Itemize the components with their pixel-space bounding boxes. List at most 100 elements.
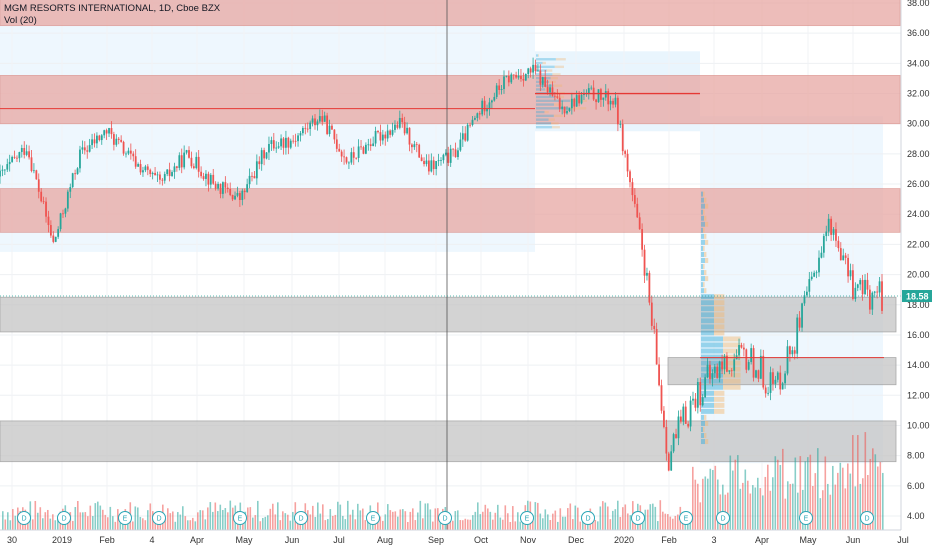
volume-bar [744,469,747,530]
candle [587,88,590,94]
volume-bar [404,511,407,530]
volume-profile-bar [701,209,703,215]
volume-profile-bar [701,312,714,318]
volume-profile-bar [714,324,725,330]
candle [563,106,566,114]
volume-bar [819,498,822,530]
candle [570,98,573,109]
level-lines [0,92,884,359]
volume-bar [167,508,169,530]
candle [297,135,299,142]
volume-bar [647,509,649,530]
candle [859,280,862,285]
volume-profile-bar [701,433,704,439]
volume-bar [469,519,472,530]
volume-profile-bar [550,76,558,80]
volume-bar [584,521,587,530]
candle [430,160,433,172]
volume-profile-bar [701,288,704,294]
volume-bar [149,503,152,530]
volume-bar [857,435,859,530]
volume-bar [829,494,832,530]
volume-bar [612,510,614,530]
candle [292,140,295,142]
candle [352,152,355,158]
volume-bar [269,508,272,530]
volume-bar [74,507,77,530]
volume-bar [599,506,602,530]
volume-bar [272,503,274,530]
volume-bar [602,501,604,530]
candle [432,160,435,170]
volume-bar [802,489,804,530]
candle [11,156,14,162]
volume-bar [77,500,79,530]
volume-bar [627,513,629,530]
volume-bar [102,509,104,530]
candle [810,276,813,280]
event-marker-circle [438,511,452,525]
candle [498,85,501,90]
candle [253,176,256,179]
volume-bar [437,508,439,530]
candle [188,150,190,158]
candle [609,100,612,105]
volume-profile-bar [536,95,555,99]
candle [442,154,445,161]
candle [551,87,554,96]
volume-bar [837,472,839,530]
candle [209,174,212,185]
volume-profile-bar [701,197,704,203]
volume-profile-bar [714,318,725,324]
candle [852,270,854,299]
candle [54,236,57,242]
candle [207,173,210,185]
volume-bar [312,505,314,530]
candle [81,147,84,150]
volume-bar [109,506,112,530]
candle [350,152,353,163]
volume-bar [494,512,497,530]
volume-bar [387,504,389,530]
volume-bar [514,521,517,530]
volume-bar [759,488,762,530]
volume-bar [32,519,34,530]
candle [282,138,285,148]
candle [510,74,513,83]
volume-bar [49,518,52,530]
candle [469,124,471,126]
candle [226,187,229,190]
volume-profile-bar [704,288,707,294]
volume-bar [197,512,199,530]
volume-bar [47,509,49,530]
candle [827,218,830,232]
candle [759,355,762,379]
volume-profile-bar [714,306,725,312]
candle [752,348,755,378]
candle [248,175,251,185]
volume-bar [597,521,599,530]
candle [195,156,198,169]
candle [868,289,871,310]
candle [348,162,350,164]
candle [466,124,469,141]
candle [394,124,396,130]
candle [798,317,801,328]
candle [459,139,462,151]
candle [28,151,30,158]
candle [745,349,748,370]
zones [0,0,901,463]
candle [66,191,69,209]
candle [6,164,9,170]
candle [706,364,709,378]
candle [452,148,455,150]
candle [684,406,687,424]
volume-profile-bar [705,276,709,282]
candle [544,77,547,87]
volume-bar [799,456,802,530]
volume-bar [782,448,784,530]
candle [231,194,234,200]
y-tick-label: 8.00 [907,451,925,461]
y-tick-label: 18.00 [907,300,930,310]
